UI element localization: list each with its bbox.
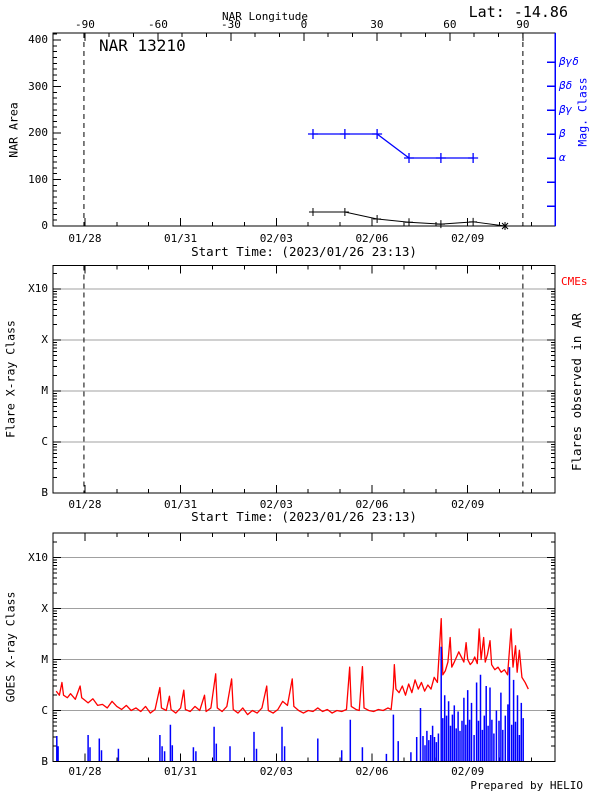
- panel-3-frame: [52, 532, 556, 762]
- x-axis-ticks: [84, 265, 532, 274]
- mag-class-tick-label: α: [559, 151, 566, 164]
- class-tick-label: X10: [28, 282, 48, 295]
- date-tick-label: 02/09: [451, 498, 485, 511]
- panel-2-frame: [52, 265, 556, 494]
- cmes-annotation: CMEs: [561, 275, 588, 288]
- date-tick-label: 01/28: [68, 765, 102, 778]
- date-tick-label: 02/06: [355, 498, 389, 511]
- class-tick-label: X10: [28, 550, 48, 564]
- longitude-tick-label: 60: [443, 18, 457, 31]
- class-tick-label: X: [41, 601, 48, 615]
- x-axis-ticks: [84, 218, 532, 226]
- mag-class-axis-ticks: [547, 61, 555, 207]
- panel1-x-axis-title: Start Time: (2023/01/26 23:13): [191, 244, 417, 259]
- longitude-tick-label: 90: [516, 18, 530, 31]
- mag-class-tick-label: βγ: [559, 103, 573, 116]
- date-tick-label: 02/03: [259, 232, 293, 245]
- nar-area-markers: [308, 208, 478, 229]
- longitude-tick-label: 30: [370, 18, 384, 31]
- class-tick-label: B: [41, 486, 48, 499]
- mag-class-line: [312, 133, 474, 159]
- class-tick-label: X: [41, 333, 48, 346]
- date-tick-label: 02/03: [259, 765, 293, 778]
- class-tick-label: M: [41, 652, 48, 666]
- x-axis-ticks: [84, 485, 532, 493]
- panel1-title: NAR 13210: [99, 36, 186, 55]
- date-tick-label: 02/06: [355, 765, 389, 778]
- x-axis-ticks: [84, 533, 532, 541]
- longitude-tick-label: -30: [220, 18, 241, 31]
- date-tick-label: 02/03: [259, 498, 293, 511]
- class-tick-label: C: [41, 703, 48, 717]
- latitude-annotation: Lat: -14.86: [468, 3, 568, 21]
- mag-class-tick-label: β: [559, 127, 566, 140]
- goes-flux-line: [55, 618, 529, 716]
- class-tick-label: M: [41, 384, 48, 397]
- panel1-y-tick-label: 200: [28, 126, 48, 139]
- panel1-y-ticks: [53, 33, 61, 227]
- mag-class-markers: [307, 129, 479, 163]
- class-axis-ticks: [53, 273, 555, 494]
- class-axis-ticks: [53, 541, 555, 762]
- panel-1-frame: [52, 32, 556, 227]
- nar-area-end-asterisk: [501, 222, 510, 230]
- panel1-y-tick-label: 400: [28, 33, 48, 46]
- class-tick-label: C: [41, 435, 48, 448]
- date-tick-label: 02/06: [355, 232, 389, 245]
- flares-observed-axis-title: Flares observed in AR: [568, 312, 584, 472]
- longitude-tick-label: -60: [147, 18, 168, 31]
- panel1-y-tick-label: 0: [41, 219, 48, 232]
- panel2-x-axis-title: Start Time: (2023/01/26 23:13): [191, 509, 417, 524]
- date-tick-label: 02/09: [451, 232, 485, 245]
- class-tick-label: B: [41, 754, 48, 768]
- date-tick-label: 01/31: [164, 765, 198, 778]
- mag-class-tick-label: βδ: [559, 79, 573, 92]
- longitude-tick-label: 0: [300, 18, 308, 31]
- longitude-tick-label: -90: [74, 18, 95, 31]
- mag-class-tick-label: βγδ: [559, 55, 579, 68]
- panel1-y-tick-label: 300: [28, 79, 48, 93]
- date-tick-label: 01/31: [164, 232, 198, 245]
- panel1-y-tick-label: 100: [28, 172, 48, 186]
- top-axis-title: NAR Longitude: [221, 10, 309, 23]
- event-bars: [56, 646, 524, 761]
- mag-class-axis-title: Mag. Class: [575, 77, 590, 147]
- date-tick-label: 02/09: [451, 765, 485, 778]
- date-tick-label: 01/28: [68, 498, 102, 511]
- date-tick-label: 01/28: [68, 232, 102, 245]
- date-tick-label: 01/31: [164, 498, 198, 511]
- longitude-axis-ticks: [84, 33, 524, 41]
- credit-label: Prepared by HELIO: [470, 779, 583, 792]
